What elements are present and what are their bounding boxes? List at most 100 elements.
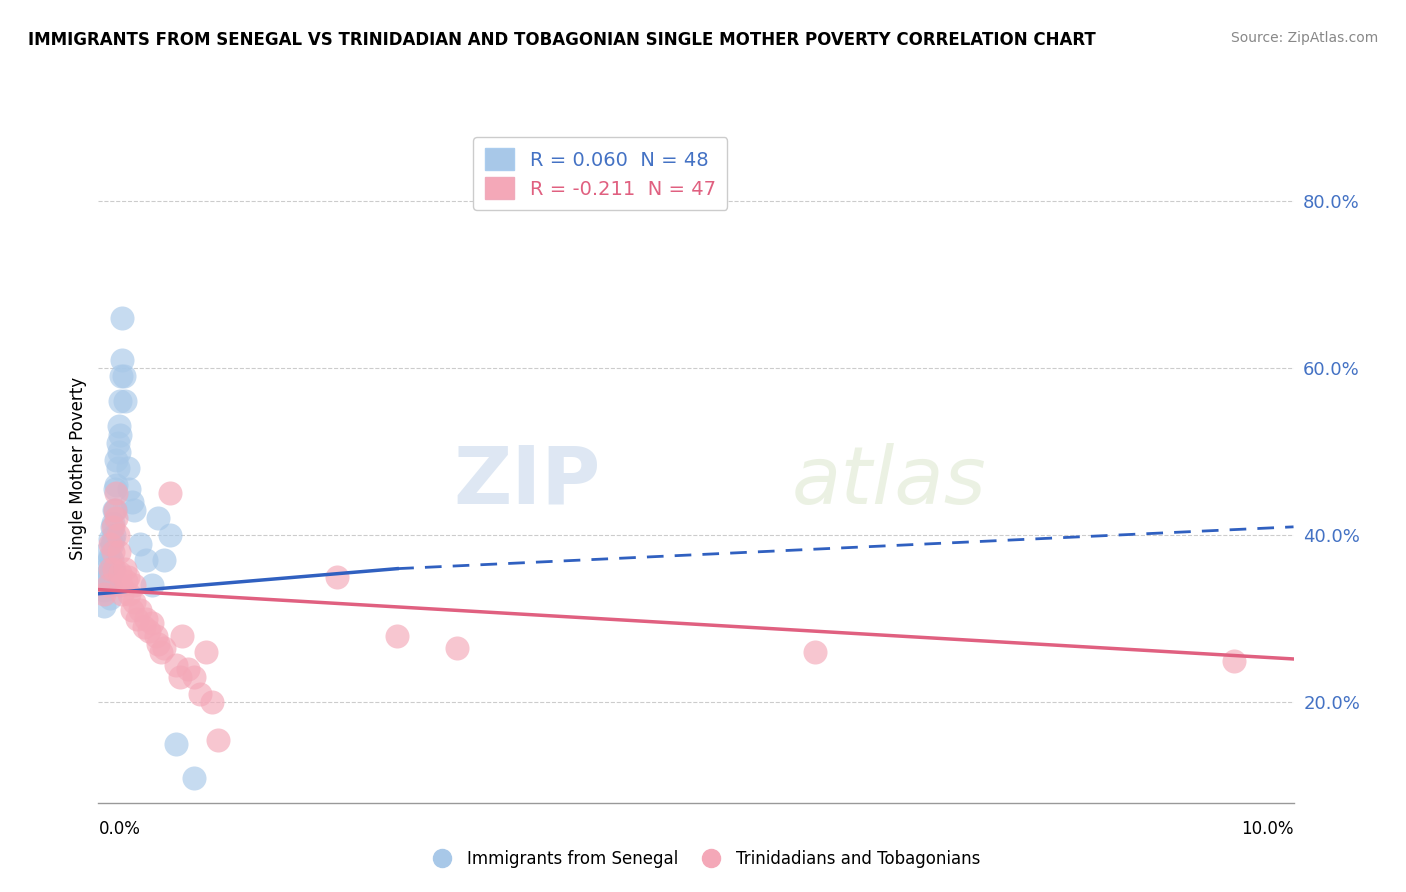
Point	[326, 570, 349, 584]
Point	[101, 516, 124, 530]
Point	[100, 520, 122, 534]
Point	[114, 394, 136, 409]
Point	[104, 503, 127, 517]
Point	[165, 737, 187, 751]
Point	[159, 486, 181, 500]
Point	[1223, 654, 1246, 668]
Point	[111, 587, 134, 601]
Point	[105, 478, 128, 492]
Point	[183, 670, 205, 684]
Point	[135, 553, 157, 567]
Point	[98, 533, 122, 547]
Point	[111, 310, 134, 325]
Point	[124, 503, 146, 517]
Point	[177, 662, 200, 676]
Point	[124, 595, 146, 609]
Point	[129, 603, 152, 617]
Point	[104, 482, 127, 496]
Point	[93, 582, 115, 597]
Point	[110, 369, 132, 384]
Point	[125, 612, 148, 626]
Point	[129, 536, 152, 550]
Point	[132, 620, 155, 634]
Point	[97, 578, 120, 592]
Point	[103, 562, 125, 576]
Point	[98, 562, 122, 576]
Point	[138, 624, 160, 639]
Point	[105, 453, 128, 467]
Point	[114, 562, 136, 576]
Point	[101, 545, 124, 559]
Text: 10.0%: 10.0%	[1241, 820, 1294, 838]
Legend: Immigrants from Senegal, Trinidadians and Tobagonians: Immigrants from Senegal, Trinidadians an…	[419, 844, 987, 875]
Text: atlas: atlas	[792, 442, 987, 521]
Point	[96, 545, 118, 559]
Point	[103, 503, 125, 517]
Point	[100, 553, 122, 567]
Legend: R = 0.060  N = 48, R = -0.211  N = 47: R = 0.060 N = 48, R = -0.211 N = 47	[474, 136, 727, 211]
Point	[194, 645, 218, 659]
Point	[188, 687, 211, 701]
Point	[98, 549, 122, 563]
Point	[117, 461, 139, 475]
Y-axis label: Single Mother Poverty: Single Mother Poverty	[69, 376, 87, 560]
Point	[108, 566, 131, 580]
Text: 0.0%: 0.0%	[98, 820, 141, 838]
Point	[98, 553, 121, 567]
Point	[107, 545, 129, 559]
Point	[183, 771, 205, 785]
Point	[121, 603, 143, 617]
Point	[98, 578, 122, 592]
Point	[107, 528, 129, 542]
Point	[101, 520, 124, 534]
Point	[149, 645, 172, 659]
Point	[385, 628, 409, 642]
Point	[118, 482, 141, 496]
Point	[159, 528, 181, 542]
Point	[101, 533, 124, 547]
Point	[107, 461, 129, 475]
Point	[97, 578, 120, 592]
Point	[117, 570, 139, 584]
Point	[112, 369, 135, 384]
Point	[172, 628, 194, 642]
Point	[110, 578, 132, 592]
Text: ZIP: ZIP	[453, 442, 600, 521]
Point	[153, 553, 176, 567]
Point	[201, 696, 224, 710]
Point	[104, 503, 127, 517]
Point	[804, 645, 827, 659]
Point	[105, 486, 128, 500]
Point	[446, 641, 468, 656]
Text: IMMIGRANTS FROM SENEGAL VS TRINIDADIAN AND TOBAGONIAN SINGLE MOTHER POVERTY CORR: IMMIGRANTS FROM SENEGAL VS TRINIDADIAN A…	[28, 31, 1095, 49]
Point	[107, 419, 129, 434]
Point	[135, 612, 157, 626]
Point	[107, 444, 129, 458]
Point	[98, 591, 122, 605]
Point	[93, 599, 115, 614]
Point	[111, 352, 134, 367]
Point	[118, 587, 141, 601]
Point	[169, 670, 191, 684]
Point	[103, 528, 125, 542]
Point	[108, 428, 131, 442]
Point	[165, 657, 187, 672]
Point	[124, 578, 146, 592]
Point	[94, 562, 117, 576]
Point	[100, 536, 122, 550]
Point	[108, 394, 131, 409]
Point	[98, 536, 122, 550]
Point	[148, 511, 170, 525]
Point	[145, 628, 167, 642]
Text: Source: ZipAtlas.com: Source: ZipAtlas.com	[1230, 31, 1378, 45]
Point	[207, 733, 229, 747]
Point	[115, 574, 138, 589]
Point	[101, 562, 124, 576]
Point	[141, 578, 163, 592]
Point	[93, 587, 115, 601]
Point	[148, 637, 170, 651]
Point	[141, 615, 163, 630]
Point	[153, 641, 176, 656]
Point	[98, 570, 121, 584]
Point	[98, 566, 122, 580]
